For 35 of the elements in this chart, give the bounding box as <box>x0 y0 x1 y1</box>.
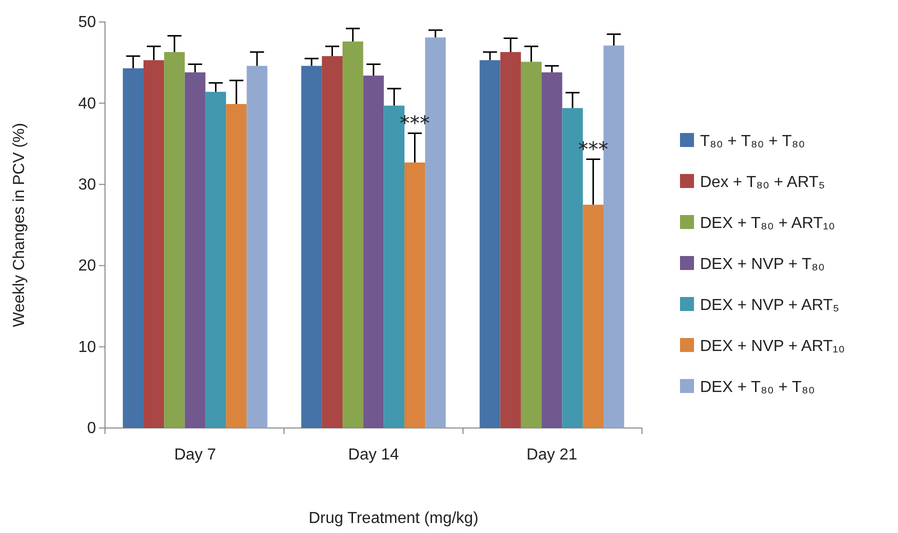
bar <box>143 60 164 428</box>
x-tick-label: Day 21 <box>526 446 578 464</box>
y-tick-label: 50 <box>78 14 96 32</box>
bar <box>322 56 343 428</box>
bar <box>301 66 322 428</box>
bar <box>246 66 268 428</box>
y-tick-label: 30 <box>78 176 96 194</box>
bar <box>480 60 500 428</box>
legend-label: DEX + NVP + ART₁₀ <box>700 338 845 355</box>
bar <box>226 104 247 428</box>
legend-label: DEX + NVP + T₈₀ <box>700 256 825 273</box>
bar <box>542 72 562 428</box>
bar <box>184 72 206 428</box>
x-axis-title: Drug Treatment (mg/kg) <box>308 510 478 527</box>
y-axis-title: Weekly Changes in PCV (%) <box>11 122 28 328</box>
legend-label: T₈₀ + T₈₀ + T₈₀ <box>700 133 806 150</box>
x-tick-label: Day 7 <box>174 446 216 464</box>
bar <box>205 92 226 428</box>
y-tick-label: 0 <box>87 420 96 438</box>
bar <box>363 76 384 428</box>
legend-label: DEX + T₈₀ + ART₁₀ <box>700 215 835 232</box>
y-tick-label: 10 <box>78 338 96 356</box>
legend-label: DEX + T₈₀ + T₈₀ <box>700 379 815 396</box>
bar <box>122 68 144 428</box>
bar <box>520 62 542 428</box>
bar <box>164 52 185 428</box>
y-tick-label: 20 <box>78 258 96 275</box>
legend-label: DEX + NVP + ART₅ <box>700 297 840 314</box>
bar <box>582 204 604 428</box>
bar <box>500 52 521 428</box>
bar <box>404 162 426 428</box>
legend-label: Dex + T₈₀ + ART₅ <box>700 174 825 191</box>
y-tick-label: 40 <box>78 95 96 112</box>
x-tick-label: Day 14 <box>348 446 399 464</box>
bar <box>342 41 364 428</box>
